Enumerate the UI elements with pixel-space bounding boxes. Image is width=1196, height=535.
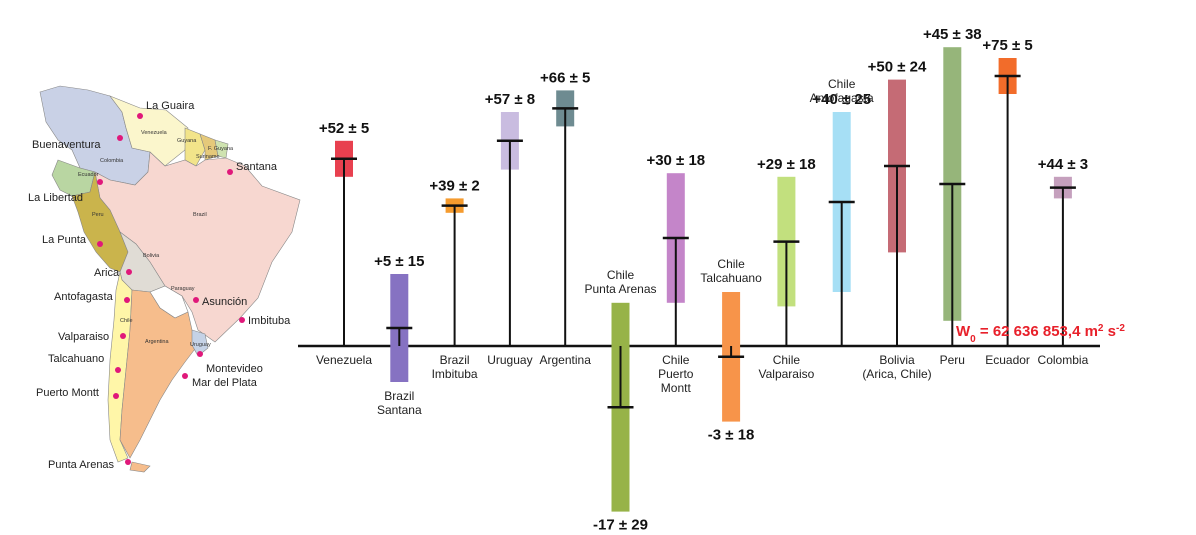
- city-label: La Guaira: [146, 100, 195, 112]
- category-label: Venezuela: [316, 353, 372, 367]
- value-label: +52 ± 5: [319, 120, 369, 137]
- value-label: -3 ± 18: [708, 427, 755, 444]
- value-label: +66 ± 5: [540, 69, 590, 86]
- country-label: Peru: [92, 212, 104, 218]
- city-marker: [126, 269, 132, 275]
- city-label: Asunción: [202, 296, 247, 308]
- city-marker: [124, 297, 130, 303]
- country-label: Bolivia: [143, 253, 160, 259]
- country-label: Venezuela: [141, 130, 168, 136]
- city-marker: [227, 169, 233, 175]
- category-label: Brazil Imbituba: [432, 353, 478, 381]
- tierra-del-fuego: [129, 461, 151, 473]
- city-marker: [197, 351, 203, 357]
- city-marker: [115, 367, 121, 373]
- value-label: +45 ± 38: [923, 26, 982, 43]
- value-label: +50 ± 24: [868, 59, 927, 76]
- city-label: Mar del Plata: [192, 377, 258, 389]
- city-label: Santana: [236, 161, 278, 173]
- value-label: +29 ± 18: [757, 156, 816, 173]
- country-label: Argentina: [145, 339, 169, 345]
- south-america-map: Venezuela Guyana F. Guyana Suriname Colo…: [28, 85, 301, 473]
- category-label: Chile Punta Arenas: [584, 268, 656, 296]
- city-marker: [97, 179, 103, 185]
- city-label: Talcahuano: [48, 353, 104, 365]
- category-label: Chile Talcahuano: [700, 257, 762, 285]
- value-label: +39 ± 2: [429, 177, 479, 194]
- city-marker: [113, 393, 119, 399]
- country-suriname: [199, 133, 219, 161]
- country-label: Suriname: [196, 154, 220, 160]
- country-label: Ecuador: [78, 172, 99, 178]
- city-marker: [120, 333, 126, 339]
- category-label: Colombia: [1038, 353, 1089, 367]
- category-label: Bolivia (Arica, Chile): [862, 353, 931, 381]
- value-label: +40 ± 25: [812, 91, 871, 108]
- country-label: F. Guyana: [208, 146, 234, 152]
- offset-chart: +52 ± 5 Venezuela +5 ± 15 Brazil Santana +39 …: [298, 26, 1125, 534]
- value-label: +30 ± 18: [646, 152, 705, 169]
- city-marker: [193, 297, 199, 303]
- category-label: Uruguay: [487, 353, 532, 367]
- category-label: Peru: [940, 353, 965, 367]
- city-label: Imbituba: [248, 315, 291, 327]
- value-label: +75 ± 5: [982, 37, 1032, 54]
- city-label: Antofagasta: [54, 291, 114, 303]
- city-label: Punta Arenas: [48, 459, 115, 471]
- country-label: Paraguay: [171, 286, 195, 292]
- country-argentina: [119, 289, 199, 459]
- country-label: Brazil: [193, 212, 207, 218]
- city-marker: [239, 317, 245, 323]
- city-marker: [125, 459, 131, 465]
- category-label: Ecuador: [985, 353, 1030, 367]
- value-label: +57 ± 8: [485, 91, 535, 108]
- city-label: Puerto Montt: [36, 387, 99, 399]
- category-label: Argentina: [540, 353, 592, 367]
- city-label: Buenaventura: [32, 139, 101, 151]
- country-label: Colombia: [100, 158, 124, 164]
- city-marker: [137, 113, 143, 119]
- value-label: -17 ± 29: [593, 517, 648, 534]
- city-marker: [97, 241, 103, 247]
- value-label: +44 ± 3: [1038, 156, 1088, 173]
- w0-annotation: W0 = 62 636 853,4 m2 s-2: [956, 323, 1125, 345]
- country-label: Guyana: [177, 138, 197, 144]
- category-label: Brazil Santana: [377, 389, 422, 417]
- value-label: +5 ± 15: [374, 253, 424, 270]
- city-label: Montevideo: [206, 363, 263, 375]
- category-label: Chile Antofagasta: [810, 77, 874, 105]
- category-label: Chile Valparaiso: [758, 353, 814, 381]
- city-label: Arica: [94, 267, 120, 279]
- country-guyana: [184, 127, 206, 167]
- country-uruguay: [191, 329, 209, 357]
- city-label: La Punta: [42, 234, 87, 246]
- bars: +52 ± 5 Venezuela +5 ± 15 Brazil Santana +39 …: [316, 26, 1089, 533]
- city-label: La Libertad: [28, 192, 83, 204]
- city-label: Valparaiso: [58, 331, 109, 343]
- city-marker: [182, 373, 188, 379]
- city-markers: [97, 113, 245, 465]
- category-label: Chile Puerto Montt: [658, 353, 694, 395]
- country-label: Chile: [120, 318, 133, 324]
- country-label: Uruguay: [190, 342, 211, 348]
- city-marker: [117, 135, 123, 141]
